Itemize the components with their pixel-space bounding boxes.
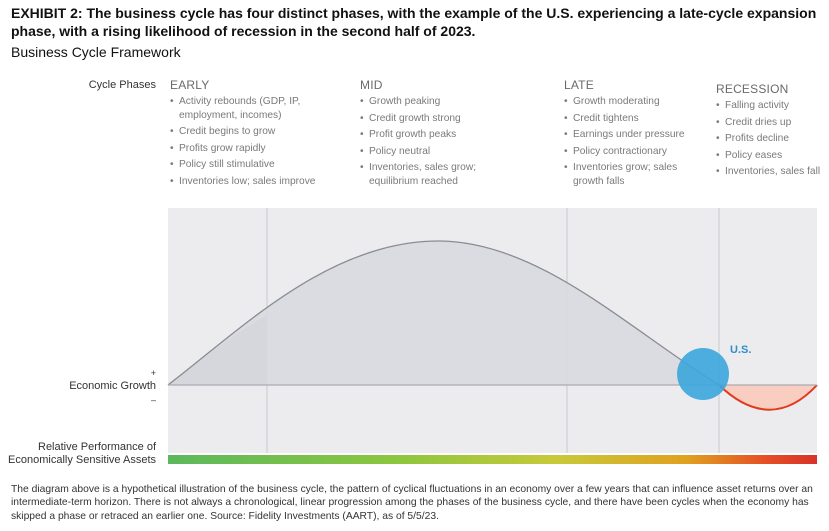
- phase-bullet: Profit growth peaks: [360, 128, 500, 142]
- phase-bullet: Inventories, sales grow; equilibrium rea…: [360, 161, 484, 188]
- phase-bullet: Profits grow rapidly: [170, 142, 340, 156]
- phase-bullet: Growth peaking: [360, 95, 500, 109]
- chart-subtitle: Business Cycle Framework: [11, 44, 181, 60]
- phase-late: LATE Growth moderating Credit tightens E…: [564, 78, 704, 191]
- phase-bullet: Activity rebounds (GDP, IP, employment, …: [170, 95, 309, 122]
- us-position-marker: [677, 348, 729, 400]
- phase-bullets: Growth moderating Credit tightens Earnin…: [564, 95, 704, 188]
- phase-bullet: Earnings under pressure: [564, 128, 704, 142]
- phase-bullet: Falling activity: [716, 99, 826, 113]
- phase-bullet: Credit tightens: [564, 112, 704, 126]
- minus-sign: –: [150, 395, 156, 405]
- phase-bullet: Policy eases: [716, 149, 826, 163]
- exhibit-title: EXHIBIT 2: The business cycle has four d…: [11, 5, 817, 39]
- footnote: The diagram above is a hypothetical illu…: [11, 484, 813, 522]
- plus-sign: +: [150, 368, 156, 378]
- phase-bullets: Growth peaking Credit growth strong Prof…: [360, 95, 500, 188]
- relative-performance-label-line2: Economically Sensitive Assets: [8, 454, 156, 466]
- phase-bullet: Credit dries up: [716, 116, 826, 130]
- economic-growth-label: Economic Growth: [69, 380, 156, 392]
- phase-bullet: Inventories, sales fall: [716, 165, 826, 179]
- phase-recession: RECESSION Falling activity Credit dries …: [716, 82, 826, 182]
- recession-curve-line: [718, 384, 818, 411]
- phase-mid: MID Growth peaking Credit growth strong …: [360, 78, 500, 191]
- phase-bullet: Inventories grow; sales growth falls: [564, 161, 688, 188]
- phase-early: EARLY Activity rebounds (GDP, IP, employ…: [170, 78, 340, 191]
- phase-bullet: Inventories low; sales improve: [170, 175, 340, 189]
- phase-bullet: Policy contractionary: [564, 145, 704, 159]
- phase-name: EARLY: [170, 78, 210, 92]
- phase-bullet: Policy neutral: [360, 145, 500, 159]
- relative-performance-gradient-bar: [168, 455, 817, 464]
- cycle-phases-label: Cycle Phases: [88, 79, 156, 91]
- phase-name: MID: [360, 78, 383, 92]
- phase-name: LATE: [564, 78, 594, 92]
- phase-bullets: Falling activity Credit dries up Profits…: [716, 99, 826, 179]
- growth-curve-area: [168, 240, 719, 385]
- phase-bullet: Credit begins to grow: [170, 125, 340, 139]
- growth-curve-line: [167, 240, 720, 386]
- relative-performance-label-line1: Relative Performance of: [38, 441, 156, 453]
- phase-bullet: Profits decline: [716, 132, 826, 146]
- phase-bullet: Growth moderating: [564, 95, 704, 109]
- phase-name: RECESSION: [716, 82, 789, 96]
- phase-bullets: Activity rebounds (GDP, IP, employment, …: [170, 95, 340, 188]
- phase-bullet: Credit growth strong: [360, 112, 500, 126]
- phase-bullet: Policy still stimulative: [170, 158, 340, 172]
- us-label: U.S.: [730, 344, 751, 356]
